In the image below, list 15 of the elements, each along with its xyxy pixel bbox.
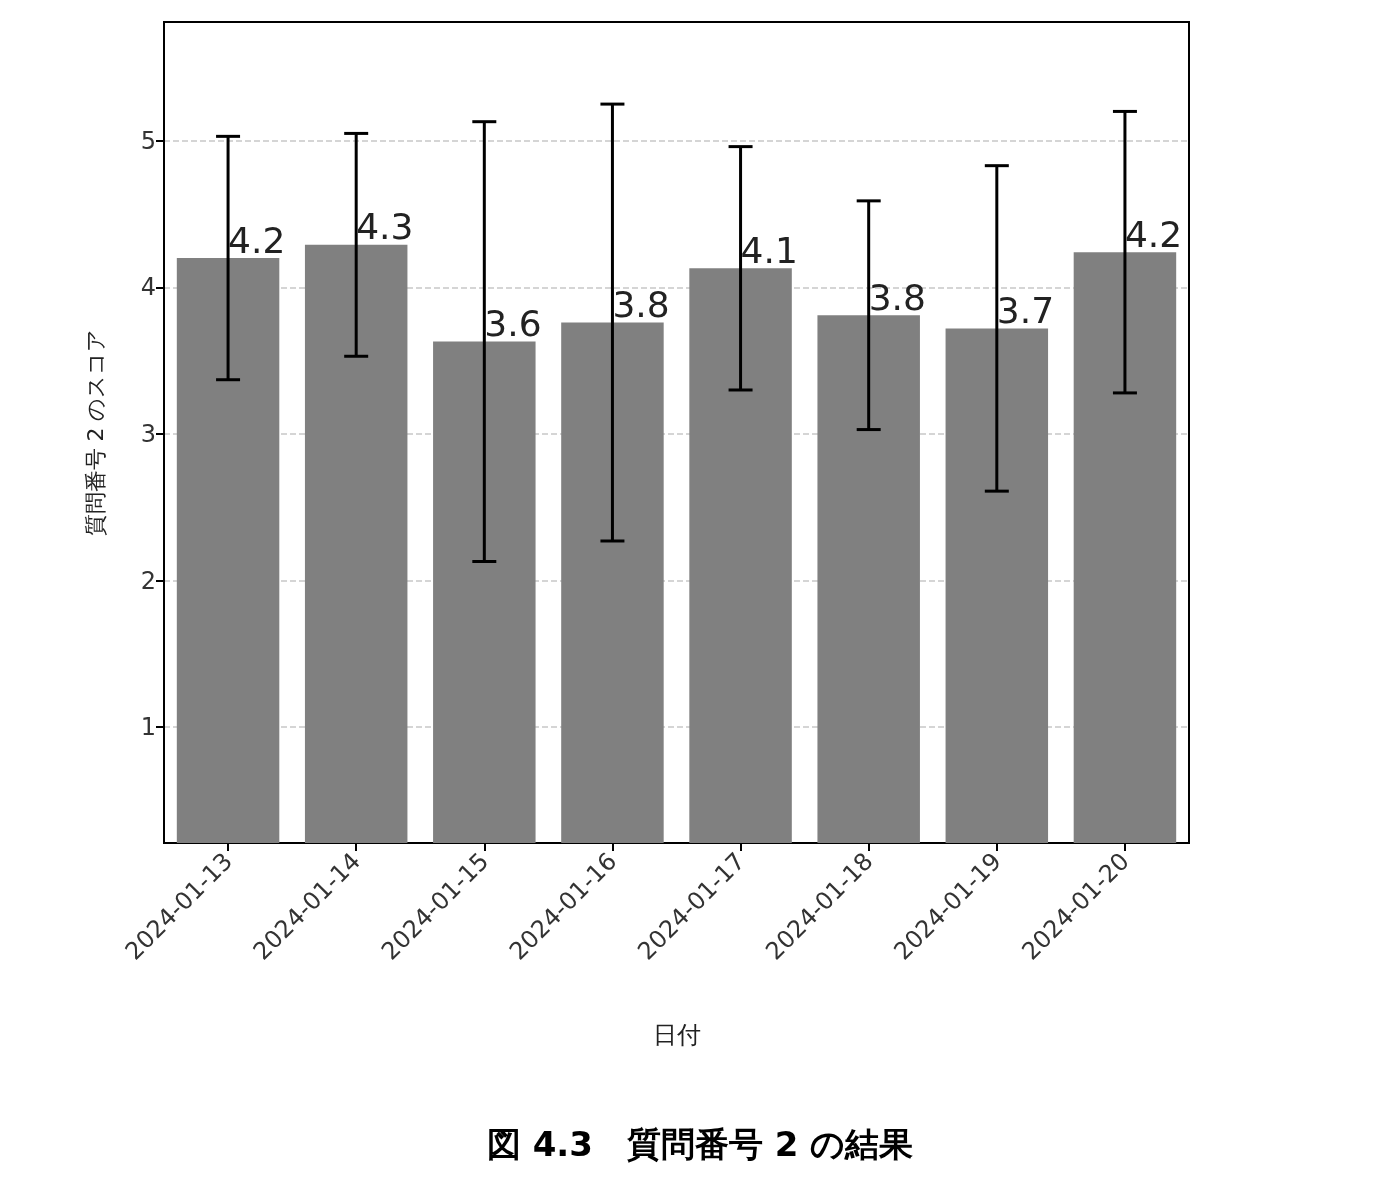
data-label: 4.3: [356, 206, 414, 248]
data-label: 3.7: [996, 289, 1055, 331]
data-label: 4.1: [740, 229, 798, 271]
x-axis-title: 日付: [652, 1021, 701, 1049]
y-tick-label: 2: [140, 566, 156, 595]
data-label: 4.2: [1124, 213, 1183, 255]
y-tick-label: 5: [140, 126, 156, 155]
y-tick-label: 4: [140, 273, 156, 302]
y-tick-label: 3: [140, 419, 156, 448]
data-label: 3.6: [484, 303, 542, 345]
data-label: 3.8: [612, 284, 670, 326]
caption: 図 4.3 質問番号 2 の結果: [486, 1124, 914, 1164]
y-axis-title: 質問番号 2 のスコア: [82, 328, 108, 537]
data-label: 3.8: [868, 276, 926, 318]
y-tick-label: 1: [140, 713, 156, 742]
